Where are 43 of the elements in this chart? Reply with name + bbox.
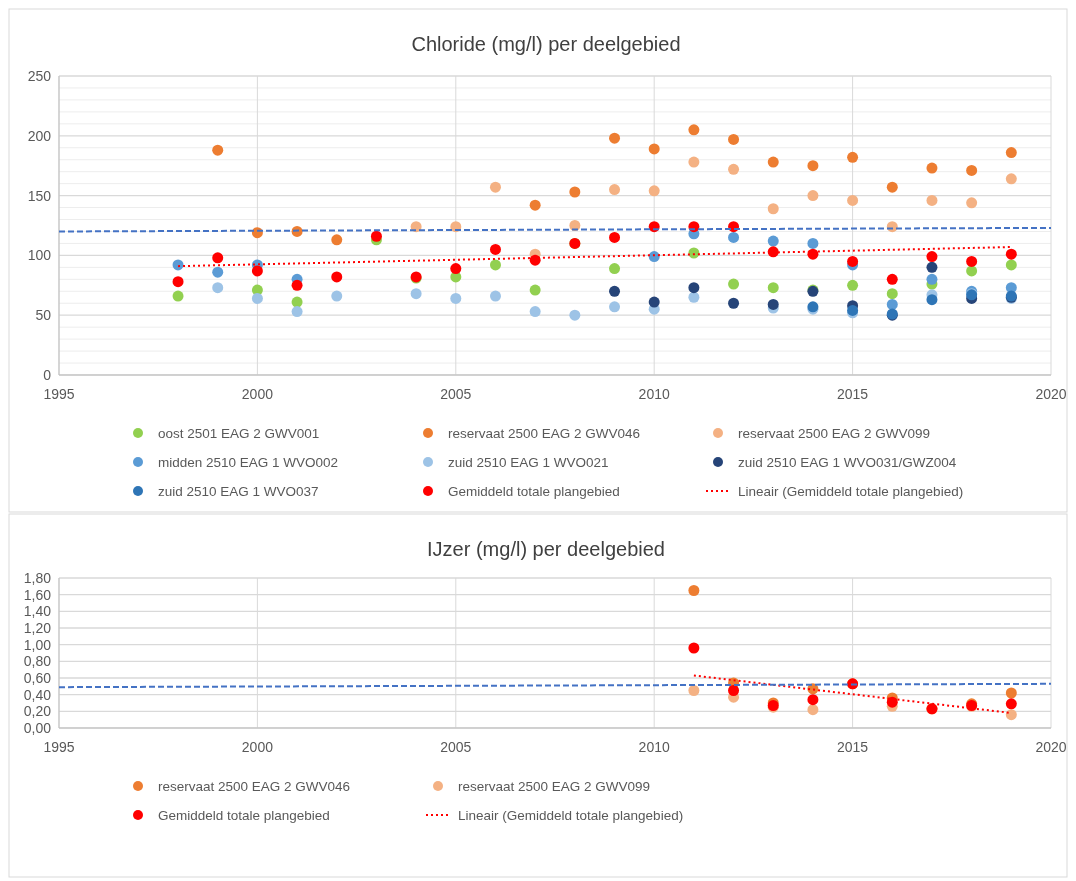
- x-tick-label: 2000: [241, 739, 274, 755]
- legend-label: reservaat 2500 EAG 2 GWV046: [158, 779, 351, 794]
- y-tick-label: 100: [27, 247, 52, 264]
- x-tick-label: 2015: [837, 386, 869, 402]
- y-tick-label: 1,20: [23, 620, 52, 636]
- y-tick-label: 0,00: [23, 720, 52, 736]
- legend-label: Gemiddeld totale plangebied: [158, 808, 330, 823]
- legend-label: zuid 2510 EAG 1 WVO031/GWZ004: [738, 455, 957, 470]
- y-tick-label: 0,80: [23, 653, 52, 670]
- y-tick-label: 0,20: [23, 703, 52, 720]
- y-tick-label: 0,60: [23, 670, 52, 686]
- legend-label: midden 2510 EAG 1 WVO002: [158, 455, 339, 470]
- chart-title: Chloride (mg/l) per deelgebied: [411, 33, 681, 55]
- y-tick-label: 1,00: [23, 636, 52, 653]
- x-tick-label: 2005: [440, 386, 472, 402]
- x-tick-label: 2010: [638, 739, 670, 755]
- legend-label: Gemiddeld totale plangebied: [448, 484, 620, 499]
- y-tick-label: 0: [43, 367, 52, 383]
- legend-label: zuid 2510 EAG 1 WVO037: [158, 484, 319, 499]
- legend-label: reservaat 2500 EAG 2 GWV099: [458, 779, 651, 794]
- legend-label: Lineair (Gemiddeld totale plangebied): [738, 484, 964, 499]
- x-tick-label: 2010: [638, 386, 670, 402]
- y-tick-label: 0,40: [23, 686, 52, 703]
- y-tick-label: 50: [35, 307, 52, 324]
- x-tick-label: 2020: [1035, 739, 1067, 755]
- legend-label: Lineair (Gemiddeld totale plangebied): [458, 808, 684, 823]
- chart-title: IJzer (mg/l) per deelgebied: [427, 538, 665, 560]
- x-tick-label: 2000: [241, 386, 274, 402]
- y-tick-label: 150: [27, 187, 52, 204]
- x-tick-label: 2020: [1035, 386, 1067, 402]
- x-tick-label: 1995: [43, 739, 75, 755]
- x-tick-label: 1995: [43, 386, 75, 402]
- legend-label: oost 2501 EAG 2 GWV001: [158, 426, 320, 441]
- legend-label: reservaat 2500 EAG 2 GWV046: [448, 426, 641, 441]
- x-tick-label: 2015: [837, 739, 869, 755]
- legend-label: zuid 2510 EAG 1 WVO021: [448, 455, 609, 470]
- y-tick-label: 1,80: [23, 570, 52, 586]
- x-tick-label: 2005: [440, 739, 472, 755]
- y-tick-label: 1,60: [23, 586, 52, 603]
- y-tick-label: 1,40: [23, 603, 52, 620]
- y-tick-label: 200: [27, 127, 52, 144]
- y-tick-label: 250: [27, 68, 52, 84]
- legend-label: reservaat 2500 EAG 2 GWV099: [738, 426, 931, 441]
